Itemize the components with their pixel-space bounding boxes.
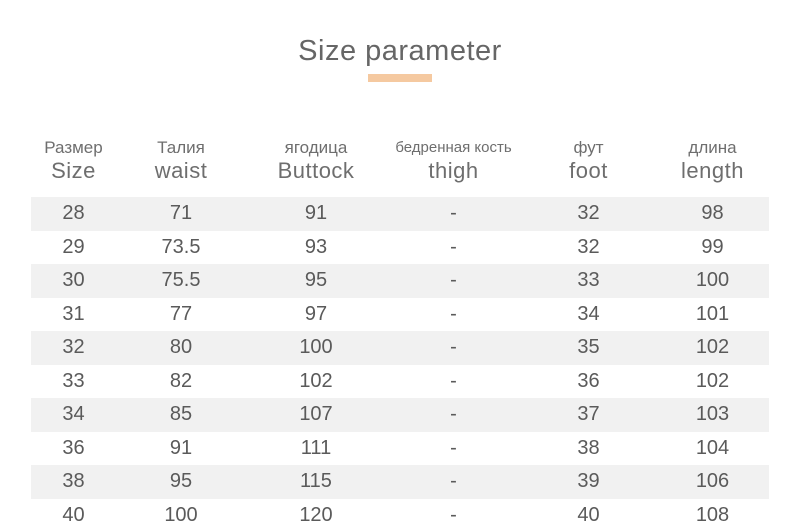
column-label-ru: Размер (44, 138, 103, 157)
table-cell: 80 (169, 336, 193, 359)
table-row: 38 95 115 - 39 106 (31, 465, 769, 499)
table-cell: 91 (304, 202, 328, 225)
table-cell: 37 (577, 403, 600, 426)
table-row: 28 71 91 - 32 98 (31, 197, 769, 231)
table-cell: 32 (577, 202, 600, 225)
table-cell: 100 (164, 503, 198, 526)
size-table: Размер Size Талия waist ягодица Buttock … (31, 116, 769, 531)
table-cell: 115 (300, 470, 332, 493)
table-cell: - (450, 470, 457, 493)
column-label-en: Size (51, 158, 96, 183)
table-cell: 97 (304, 302, 328, 325)
table-cell: 108 (695, 503, 730, 526)
table-cell: 101 (695, 302, 730, 325)
table-cell: - (450, 436, 457, 459)
table-cell: 104 (695, 436, 730, 459)
table-cell: - (450, 269, 457, 292)
column-label-ru: ягодица (284, 138, 348, 157)
table-cell: 102 (299, 369, 333, 392)
table-cell: - (450, 336, 457, 359)
column-header-buttock: ягодица Buttock (246, 116, 386, 197)
table-row: 32 80 100 - 35 102 (31, 331, 769, 365)
table-cell: 36 (577, 369, 600, 392)
table-cell: 38 (62, 470, 85, 493)
table-cell: 106 (695, 470, 730, 493)
column-label-ru: бедренная кость (395, 139, 512, 156)
table-row: 31 77 97 - 34 101 (31, 298, 769, 332)
table-cell: - (450, 503, 457, 526)
table-cell: 103 (695, 403, 730, 426)
table-cell: 111 (300, 436, 332, 459)
table-cell: 36 (62, 436, 85, 459)
table-cell: 91 (169, 436, 193, 459)
table-cell: 71 (169, 202, 193, 225)
table-cell: 35 (577, 336, 600, 359)
table-row: 40 100 120 - 40 108 (31, 499, 769, 531)
column-label-ru: Талия (157, 138, 205, 157)
table-cell: 40 (577, 503, 600, 526)
table-cell: - (450, 202, 457, 225)
column-label-ru: фут (573, 138, 604, 157)
column-label-ru: длина (688, 138, 737, 157)
table-cell: 107 (299, 403, 333, 426)
table-cell: 120 (299, 503, 333, 526)
table-row: 30 75.5 95 - 33 100 (31, 264, 769, 298)
column-label-en: waist (154, 158, 208, 183)
table-cell: 95 (304, 269, 328, 292)
table-cell: - (450, 235, 457, 258)
table-cell: 31 (62, 302, 85, 325)
column-header-length: длина length (656, 116, 769, 197)
table-cell: 102 (695, 369, 730, 392)
table-cell: 77 (169, 302, 193, 325)
column-label-en: thigh (428, 158, 479, 183)
column-label-en: foot (569, 158, 608, 183)
table-cell: 38 (577, 436, 600, 459)
column-label-en: Buttock (277, 158, 355, 183)
table-cell: 32 (577, 235, 600, 258)
table-cell: 99 (701, 235, 724, 258)
table-cell: 100 (299, 336, 333, 359)
table-cell: 32 (62, 336, 85, 359)
table-cell: 95 (169, 470, 193, 493)
table-cell: 102 (695, 336, 730, 359)
table-cell: - (450, 403, 457, 426)
table-cell: 82 (169, 369, 193, 392)
table-cell: 29 (62, 235, 85, 258)
table-cell: 75.5 (161, 269, 201, 292)
column-header-thigh: бедренная кость thigh (386, 116, 521, 197)
table-cell: 34 (577, 302, 600, 325)
table-cell: 100 (695, 269, 730, 292)
column-header-foot: фут foot (521, 116, 656, 197)
table-cell: 34 (62, 403, 85, 426)
table-row: 33 82 102 - 36 102 (31, 365, 769, 399)
column-header-size: Размер Size (31, 116, 116, 197)
table-cell: 98 (701, 202, 724, 225)
table-cell: 28 (62, 202, 85, 225)
column-label-en: length (681, 158, 744, 183)
page-title: Size parameter (298, 35, 502, 67)
table-row: 34 85 107 - 37 103 (31, 398, 769, 432)
table-row: 29 73.5 93 - 32 99 (31, 231, 769, 265)
table-cell: - (450, 302, 457, 325)
title-underline-bar (368, 74, 432, 82)
table-cell: 33 (577, 269, 600, 292)
header-row: Размер Size Талия waist ягодица Buttock … (31, 116, 769, 197)
table-cell: 93 (304, 235, 328, 258)
table-cell: 39 (577, 470, 600, 493)
table-row: 36 91 111 - 38 104 (31, 432, 769, 466)
table-cell: 73.5 (161, 235, 201, 258)
column-header-waist: Талия waist (116, 116, 246, 197)
table-cell: 33 (62, 369, 85, 392)
table-cell: - (450, 369, 457, 392)
table-cell: 85 (169, 403, 193, 426)
table-cell: 30 (62, 269, 85, 292)
table-cell: 40 (62, 503, 85, 526)
